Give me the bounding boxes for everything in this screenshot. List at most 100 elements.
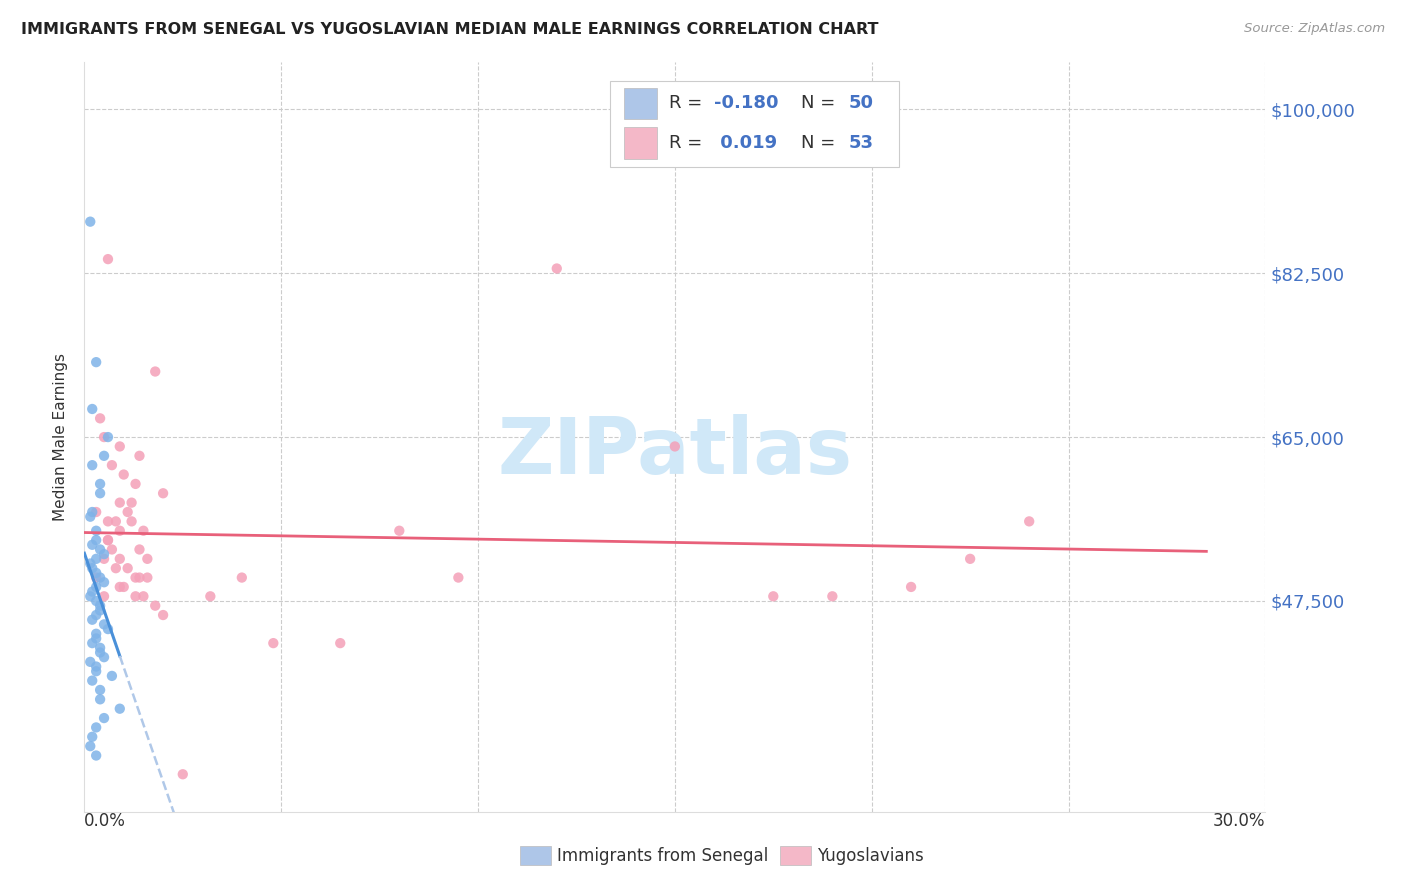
Point — [84, 626, 107, 640]
Point — [89, 542, 111, 557]
Point — [152, 486, 174, 500]
Point — [132, 524, 155, 538]
Point — [84, 721, 107, 735]
Bar — [624, 128, 657, 159]
Point — [89, 603, 111, 617]
Text: 30.0%: 30.0% — [1213, 812, 1265, 830]
Point — [262, 636, 284, 650]
Point — [93, 551, 115, 566]
Point — [79, 557, 101, 571]
Point — [84, 566, 107, 580]
Point — [1018, 514, 1040, 528]
Point — [84, 659, 107, 673]
Point — [124, 476, 146, 491]
Point — [152, 608, 174, 623]
Text: Source: ZipAtlas.com: Source: ZipAtlas.com — [1244, 22, 1385, 36]
Point — [93, 575, 115, 590]
Point — [959, 551, 981, 566]
Point — [93, 650, 115, 665]
Point — [546, 261, 568, 276]
Point — [84, 355, 107, 369]
Point — [79, 215, 101, 229]
Point — [84, 571, 107, 585]
Point — [104, 561, 127, 575]
Point — [84, 551, 107, 566]
Point — [79, 590, 101, 604]
Point — [89, 599, 111, 613]
Point — [89, 640, 111, 655]
Point — [97, 252, 120, 266]
Point — [108, 524, 131, 538]
Text: 50: 50 — [848, 95, 873, 112]
Text: 53: 53 — [848, 134, 873, 152]
Point — [101, 669, 124, 683]
Point — [117, 505, 139, 519]
Point — [84, 608, 107, 623]
Point — [84, 580, 107, 594]
Point — [89, 683, 111, 698]
Text: IMMIGRANTS FROM SENEGAL VS YUGOSLAVIAN MEDIAN MALE EARNINGS CORRELATION CHART: IMMIGRANTS FROM SENEGAL VS YUGOSLAVIAN M… — [21, 22, 879, 37]
Point — [82, 458, 104, 473]
Point — [117, 561, 139, 575]
Point — [84, 524, 107, 538]
Y-axis label: Median Male Earnings: Median Male Earnings — [53, 353, 69, 521]
Point — [101, 458, 124, 473]
Point — [82, 636, 104, 650]
Point — [108, 580, 131, 594]
Point — [143, 365, 166, 379]
Point — [84, 505, 107, 519]
Point — [128, 449, 150, 463]
Point — [97, 430, 120, 444]
Point — [101, 542, 124, 557]
Point — [82, 401, 104, 416]
Point — [84, 533, 107, 547]
Point — [93, 711, 115, 725]
Text: ZIPatlas: ZIPatlas — [498, 414, 852, 490]
Point — [89, 646, 111, 660]
Point — [93, 547, 115, 561]
Text: N =: N = — [801, 95, 841, 112]
Point — [82, 673, 104, 688]
Point — [128, 542, 150, 557]
Point — [762, 590, 785, 604]
Point — [124, 571, 146, 585]
Point — [136, 551, 159, 566]
Point — [388, 524, 411, 538]
Point — [82, 613, 104, 627]
Point — [97, 514, 120, 528]
Point — [172, 767, 194, 781]
Point — [89, 476, 111, 491]
Point — [112, 580, 135, 594]
Point — [329, 636, 352, 650]
Point — [121, 496, 143, 510]
Point — [82, 505, 104, 519]
Point — [136, 571, 159, 585]
Point — [79, 509, 101, 524]
Point — [143, 599, 166, 613]
Point — [93, 590, 115, 604]
Point — [104, 514, 127, 528]
Point — [89, 692, 111, 706]
Point — [108, 440, 131, 453]
Point — [82, 561, 104, 575]
Text: R =: R = — [669, 95, 709, 112]
Point — [124, 590, 146, 604]
Point — [108, 551, 131, 566]
Text: Yugoslavians: Yugoslavians — [817, 847, 924, 865]
Point — [84, 632, 107, 646]
Point — [821, 590, 844, 604]
Point — [132, 590, 155, 604]
Point — [79, 739, 101, 753]
Point — [82, 538, 104, 552]
Point — [84, 748, 107, 763]
Text: -0.180: -0.180 — [714, 95, 779, 112]
Point — [93, 449, 115, 463]
Point — [79, 655, 101, 669]
Point — [112, 467, 135, 482]
Point — [108, 701, 131, 715]
Point — [89, 411, 111, 425]
FancyBboxPatch shape — [610, 81, 900, 168]
Text: Immigrants from Senegal: Immigrants from Senegal — [557, 847, 768, 865]
Point — [93, 430, 115, 444]
Point — [128, 571, 150, 585]
